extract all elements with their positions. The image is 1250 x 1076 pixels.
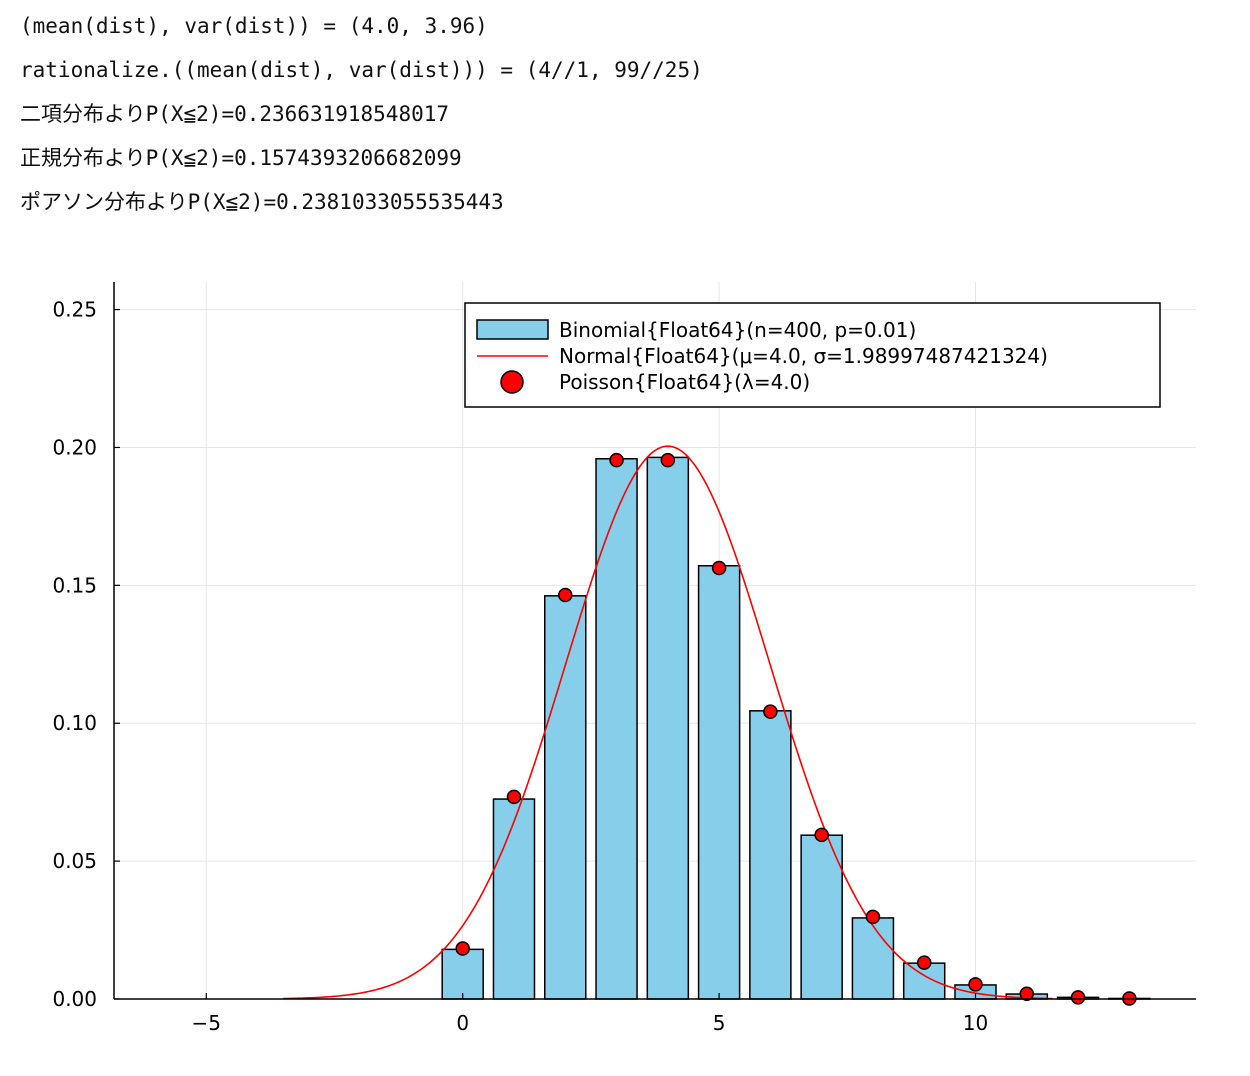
binomial-bar xyxy=(749,710,792,1000)
console-line-binomial-prob: 二項分布よりP(X≦2)=0.236631918548017 xyxy=(20,102,450,126)
x-tick-label: 5 xyxy=(713,1011,726,1035)
binomial-bar xyxy=(595,458,638,1000)
poisson-point xyxy=(1070,990,1086,1005)
x-tick-label: −5 xyxy=(192,1011,221,1035)
console-line-mean-var: (mean(dist), var(dist)) = (4.0, 3.96) xyxy=(20,14,488,38)
y-tick-label: 0.05 xyxy=(52,849,97,873)
legend-box xyxy=(464,302,1161,408)
poisson-point xyxy=(558,587,573,603)
tick-labels: −5 0 5 10 0.00 0.05 0.10 0.15 0.20 0.25 xyxy=(52,298,988,1035)
binomial-bar xyxy=(697,565,741,1000)
binomial-bar xyxy=(646,456,690,1000)
binomial-bar xyxy=(800,834,843,1000)
poisson-point xyxy=(455,941,470,956)
poisson-point xyxy=(968,977,983,992)
y-tick-label: 0.20 xyxy=(52,435,97,459)
console-output: (mean(dist), var(dist)) = (4.0, 3.96) ra… xyxy=(20,8,703,228)
axes xyxy=(113,282,1196,1000)
poisson-point xyxy=(763,704,778,719)
binomial-bar xyxy=(543,595,587,1000)
y-tick-label: 0.10 xyxy=(52,711,97,735)
normal-curve-line xyxy=(283,445,1053,1000)
y-tick-label: 0.00 xyxy=(52,987,97,1011)
legend-bar-swatch xyxy=(476,319,549,340)
poisson-point xyxy=(711,560,727,576)
poisson-point xyxy=(609,452,624,468)
poisson-points xyxy=(455,452,1137,1006)
poisson-point xyxy=(660,452,676,468)
y-tick-label: 0.15 xyxy=(52,573,97,597)
binomial-bar xyxy=(441,948,484,1000)
poisson-point xyxy=(865,909,881,925)
poisson-point xyxy=(814,827,829,843)
binomial-bar xyxy=(492,798,536,1000)
legend-point-swatch xyxy=(500,370,524,394)
normal-curve xyxy=(283,445,1053,1000)
poisson-point xyxy=(506,789,522,805)
x-tick-label: 0 xyxy=(456,1011,469,1035)
legend: Binomial{Float64}(n=400, p=0.01) Normal{… xyxy=(464,302,1161,408)
binomial-bar xyxy=(851,917,895,1000)
console-line-poisson-prob: ポアソン分布よりP(X≦2)=0.2381033055535443 xyxy=(20,190,504,214)
legend-label-binomial: Binomial{Float64}(n=400, p=0.01) xyxy=(559,318,916,342)
console-line-rationalize: rationalize.((mean(dist), var(dist))) = … xyxy=(20,58,703,82)
poisson-point xyxy=(1019,986,1035,1002)
poisson-point xyxy=(916,955,932,970)
console-line-normal-prob: 正規分布よりP(X≦2)=0.1574393206682099 xyxy=(20,146,462,170)
legend-label-normal: Normal{Float64}(μ=4.0, σ=1.9899748742132… xyxy=(559,344,1048,368)
x-tick-label: 10 xyxy=(963,1011,988,1035)
y-tick-label: 0.25 xyxy=(52,298,97,322)
legend-label-poisson: Poisson{Float64}(λ=4.0) xyxy=(559,370,810,394)
binomial-bars xyxy=(441,456,1151,1000)
